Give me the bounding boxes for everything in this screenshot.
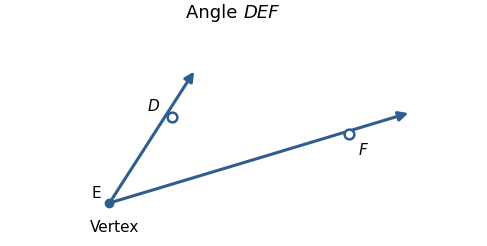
Text: Angle: Angle xyxy=(187,4,244,22)
Text: E: E xyxy=(91,186,101,201)
Text: Vertex: Vertex xyxy=(90,220,139,235)
Text: D: D xyxy=(148,99,160,114)
Text: F: F xyxy=(358,142,367,157)
Text: DEF: DEF xyxy=(244,4,279,22)
